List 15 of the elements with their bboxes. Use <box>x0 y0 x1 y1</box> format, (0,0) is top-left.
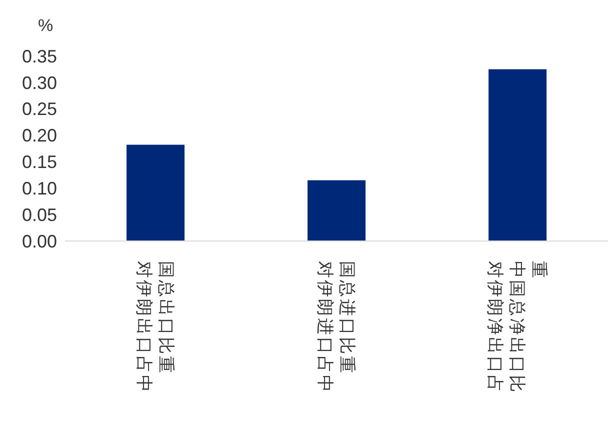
bar <box>308 180 366 241</box>
y-tick-label: 0.20 <box>22 126 57 146</box>
bar <box>488 69 547 241</box>
y-axis-title: % <box>38 16 54 36</box>
y-tick-label: 0.30 <box>22 72 57 93</box>
x-tick-label: 对伊朗出口占中国总出口比重 <box>134 261 176 394</box>
y-tick-label: 0.00 <box>22 231 57 252</box>
y-tick-label: 0.05 <box>22 204 57 225</box>
x-tick-label: 对伊朗净出口占中国总净出口比重 <box>486 261 548 394</box>
y-tick-label: 0.10 <box>22 178 57 199</box>
x-tick-label: 对伊朗进口占中国总进口比重 <box>316 261 356 394</box>
bar <box>126 144 185 241</box>
y-tick-label: 0.15 <box>22 152 57 172</box>
y-tick-label: 0.25 <box>22 99 57 120</box>
y-tick-label: 0.35 <box>22 46 57 66</box>
